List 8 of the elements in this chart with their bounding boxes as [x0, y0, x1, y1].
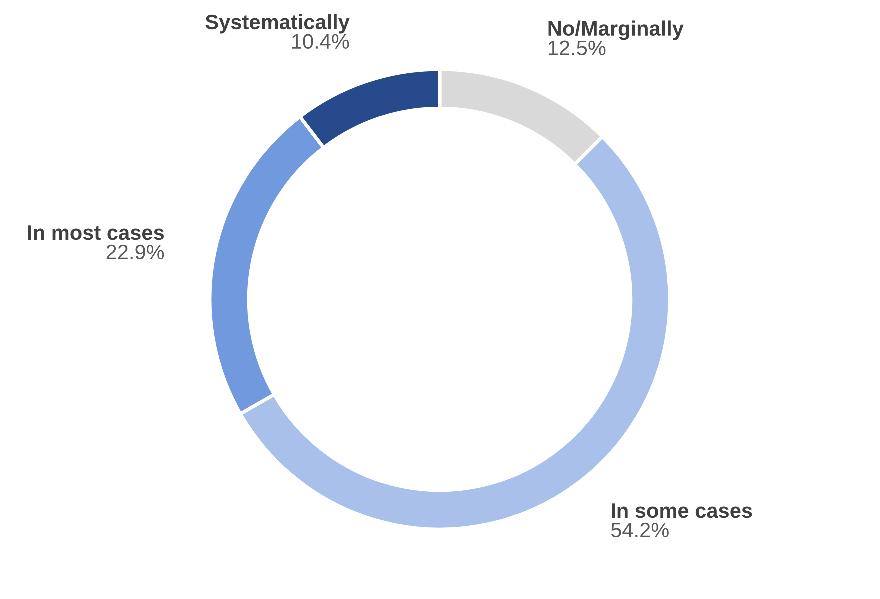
slice-label: No/Marginally: [548, 20, 684, 40]
slice-label: In most cases: [28, 226, 164, 240]
slice-label: Systematically: [206, 14, 350, 34]
slice-label: In some cases: [612, 504, 752, 518]
data-label: 10.4%: [292, 34, 350, 50]
data-label: 12.5%: [548, 40, 606, 56]
data-label: 22.9%: [106, 244, 164, 260]
data-label: 54.2%: [611, 522, 669, 538]
